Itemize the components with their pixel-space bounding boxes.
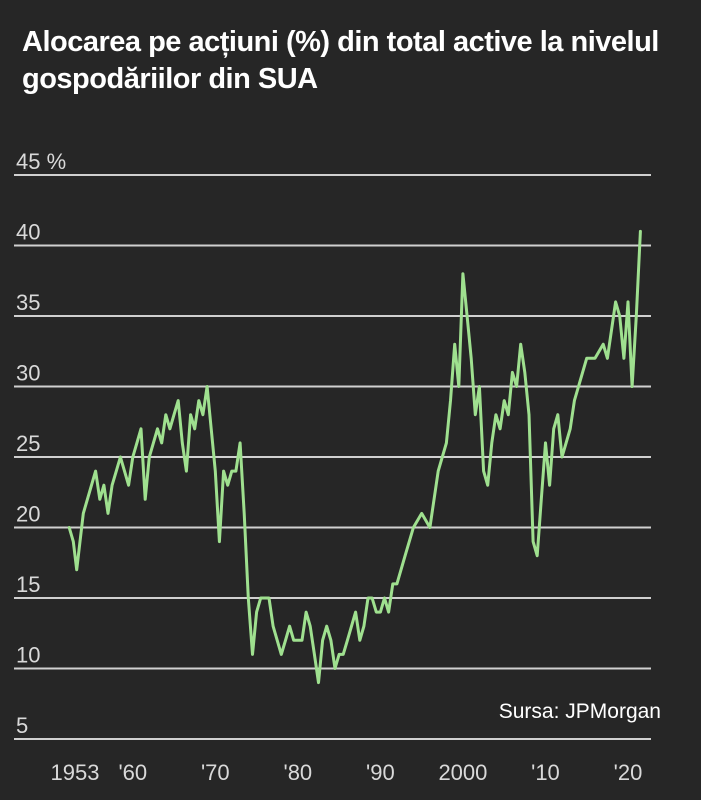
chart-title: Alocarea pe acțiuni (%) din total active… xyxy=(22,24,682,98)
x-tick-label-1953: 1953 xyxy=(51,760,100,785)
y-tick-label-5: 5 xyxy=(16,713,28,738)
y-tick-label-20: 20 xyxy=(16,502,40,527)
y-tick-label-40: 40 xyxy=(16,220,40,245)
x-axis-tick-labels: 1953 '60 '70 '80 '90 2000 '10 '20 xyxy=(51,760,643,785)
x-tick-label-2000: 2000 xyxy=(438,760,487,785)
y-tick-label-15: 15 xyxy=(16,572,40,597)
series-line-0 xyxy=(67,229,642,685)
x-tick-label-1960: '60 xyxy=(118,760,147,785)
y-tick-label-25: 25 xyxy=(16,431,40,456)
x-tick-label-1990: '90 xyxy=(366,760,395,785)
x-tick-label-1970: '70 xyxy=(201,760,230,785)
y-tick-label-30: 30 xyxy=(16,361,40,386)
y-axis-tick-labels: 5 10 15 20 25 30 35 40 45 % xyxy=(16,149,66,738)
chart-title-line-2: gospodăriilor din SUA xyxy=(22,63,318,95)
series-layer xyxy=(67,229,642,685)
x-tick-label-1980: '80 xyxy=(284,760,313,785)
x-tick-label-2020: '20 xyxy=(614,760,643,785)
source-note: Sursa: JPMorgan xyxy=(498,700,661,723)
y-tick-label-10: 10 xyxy=(16,643,40,668)
y-tick-label-45: 45 % xyxy=(16,149,66,174)
chart-title-line-1: Alocarea pe acțiuni (%) din total active… xyxy=(22,26,659,58)
x-tick-label-2010: '10 xyxy=(531,760,560,785)
y-tick-label-35: 35 xyxy=(16,290,40,315)
